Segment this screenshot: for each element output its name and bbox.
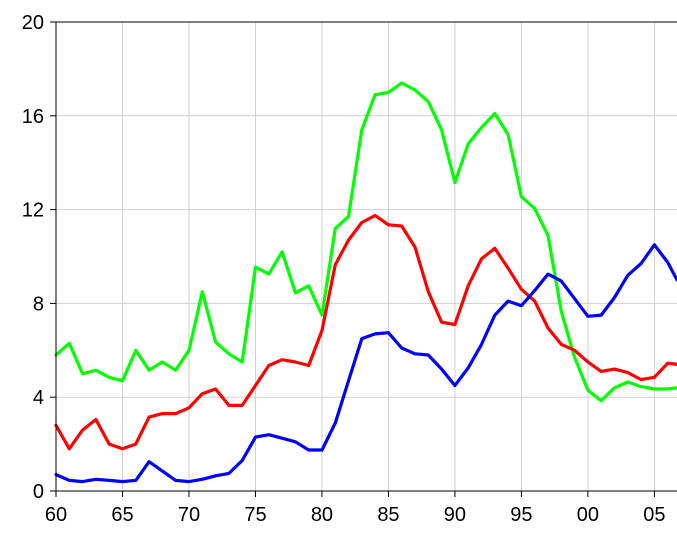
- y-tick-label: 0: [33, 481, 44, 503]
- series-line-1: [54, 81, 677, 403]
- series-line-3: [54, 243, 677, 484]
- x-tick-label: 60: [45, 504, 67, 526]
- x-tick-label: 70: [178, 504, 200, 526]
- x-tick-label: 75: [244, 504, 266, 526]
- x-tick-label: 80: [311, 504, 333, 526]
- y-tick-label: 20: [22, 12, 44, 34]
- x-tick-label: 90: [444, 504, 466, 526]
- x-tick-label: 85: [377, 504, 399, 526]
- y-tick-label: 4: [33, 387, 44, 409]
- tick-labels: 60 65 70 75 80 85 90 95 00 05 0 4 8 12 16 20: [22, 12, 666, 526]
- y-tick-label: 12: [22, 200, 44, 222]
- series-line-2: [54, 213, 677, 451]
- x-tick-label: 05: [643, 504, 665, 526]
- x-tick-label: 65: [111, 504, 133, 526]
- axes: [50, 21, 677, 497]
- x-tick-label: 95: [510, 504, 532, 526]
- y-tick-label: 16: [22, 106, 44, 128]
- y-tick-label: 8: [33, 293, 44, 315]
- series-layer: [54, 81, 677, 484]
- x-tick-label: 00: [577, 504, 599, 526]
- grid-lines: [56, 21, 677, 491]
